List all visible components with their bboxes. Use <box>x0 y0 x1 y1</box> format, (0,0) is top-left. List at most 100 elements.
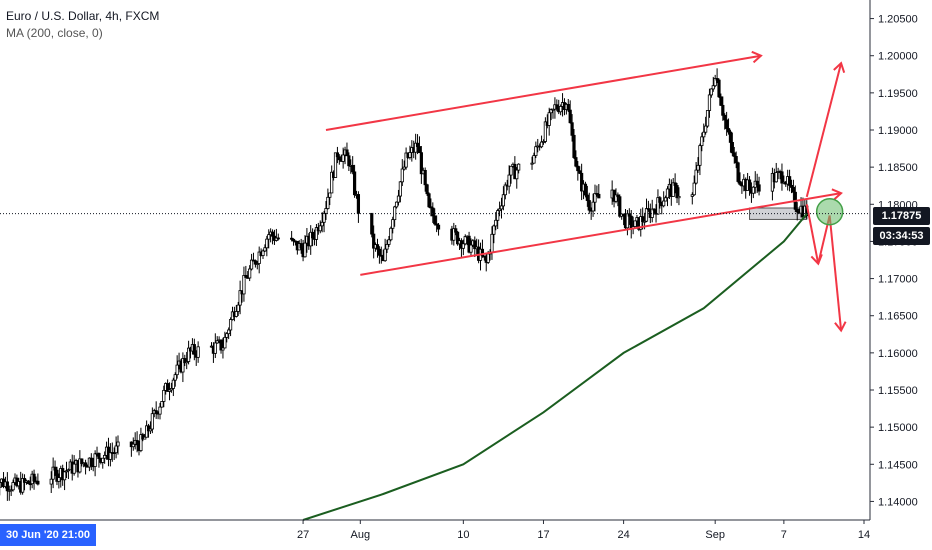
candle-body <box>570 122 574 136</box>
price-scale[interactable] <box>870 0 932 550</box>
candle-body <box>322 212 326 223</box>
candle-body <box>326 196 330 209</box>
candle-body <box>618 196 622 217</box>
candle-body <box>131 443 135 448</box>
time-tick-label: 14 <box>858 529 870 541</box>
candle-body <box>662 200 666 207</box>
candle-body <box>11 482 15 491</box>
candle-body <box>665 188 670 199</box>
candle-body <box>490 233 494 253</box>
candle-body <box>318 225 322 232</box>
candle-body <box>616 194 620 198</box>
candle-body <box>574 157 578 167</box>
candle-body <box>80 458 84 464</box>
candle-body <box>671 182 675 197</box>
price-tick-label: 1.14500 <box>878 459 918 471</box>
candle-body <box>791 187 796 193</box>
candle-body <box>507 174 511 187</box>
candle-body <box>108 452 112 460</box>
candle-body <box>21 478 25 493</box>
candle-body <box>314 227 319 240</box>
channel-lower-line[interactable] <box>360 192 842 276</box>
candle-body <box>539 141 544 148</box>
candle-body <box>585 194 589 201</box>
candle-body <box>473 240 477 250</box>
candle-body <box>431 207 435 217</box>
candle-body <box>633 220 637 227</box>
candle-body <box>789 184 794 188</box>
candle-body <box>509 165 513 176</box>
candle-body <box>408 152 412 158</box>
price-tick-label: 1.20500 <box>878 14 918 26</box>
candle-body <box>774 172 778 183</box>
candle-body <box>780 171 784 184</box>
candle-body <box>351 164 355 173</box>
candle-body <box>717 79 721 98</box>
candle-body <box>166 383 170 392</box>
candle-body <box>299 243 303 249</box>
candle-body <box>711 85 715 90</box>
candle-body <box>135 439 139 446</box>
candle-body <box>78 458 82 473</box>
candle-body <box>583 183 588 196</box>
candle-body <box>83 462 88 467</box>
price-tick-label: 1.18500 <box>878 162 918 174</box>
candle-body <box>72 463 76 474</box>
candle-body <box>183 358 187 364</box>
bearish-arrow[interactable] <box>828 215 843 331</box>
candle-body <box>385 244 389 250</box>
candle-body <box>555 104 559 110</box>
candle-body <box>162 389 166 402</box>
candle-body <box>187 347 191 362</box>
candle-body <box>463 236 467 245</box>
price-tick-label: 1.15500 <box>878 385 918 397</box>
candle-body <box>145 425 149 438</box>
candle-body <box>261 250 265 256</box>
candle-body <box>143 436 147 440</box>
candle-body <box>335 152 340 158</box>
candle-body <box>5 481 9 492</box>
candle-body <box>721 104 725 116</box>
candle-body <box>578 170 582 174</box>
candle-body <box>196 346 200 358</box>
candle-body <box>694 169 698 184</box>
candle-body <box>726 128 731 133</box>
candle-body <box>497 208 502 212</box>
candle-body <box>587 200 591 211</box>
time-tick-label: 7 <box>781 529 787 541</box>
candle-body <box>747 179 752 191</box>
candle-body <box>480 248 485 257</box>
bullish-arrowhead <box>833 61 846 73</box>
candle-body <box>757 184 761 192</box>
candle-body <box>139 434 143 451</box>
time-tick-label: 10 <box>457 529 469 541</box>
retest-circle[interactable] <box>815 197 844 226</box>
candle-body <box>719 96 723 106</box>
candle-body <box>704 125 708 133</box>
candle-body <box>51 466 55 480</box>
channel-upper-line[interactable] <box>325 54 762 131</box>
candle-body <box>728 131 733 143</box>
candle-body <box>641 216 645 222</box>
candle-body <box>375 244 380 250</box>
price-tick-label: 1.17000 <box>878 274 918 286</box>
candle-body <box>646 208 651 211</box>
candle-body <box>568 109 572 124</box>
ma-200-line <box>302 213 808 521</box>
candle-body <box>702 131 706 138</box>
candle-body <box>234 311 238 317</box>
candle-body <box>517 163 521 171</box>
channel-upper-arrowhead <box>751 50 763 64</box>
candle-body <box>675 185 679 199</box>
candle-body <box>324 208 328 214</box>
candle-body <box>723 114 727 121</box>
price-tick-label: 1.15000 <box>878 422 918 434</box>
pullback-arrow[interactable] <box>805 204 820 264</box>
candle-body <box>62 471 67 481</box>
candle-body <box>103 454 107 459</box>
candle-body <box>175 364 179 376</box>
bullish-arrow[interactable] <box>805 62 843 198</box>
candle-body <box>429 206 433 209</box>
candle-body <box>383 248 387 262</box>
